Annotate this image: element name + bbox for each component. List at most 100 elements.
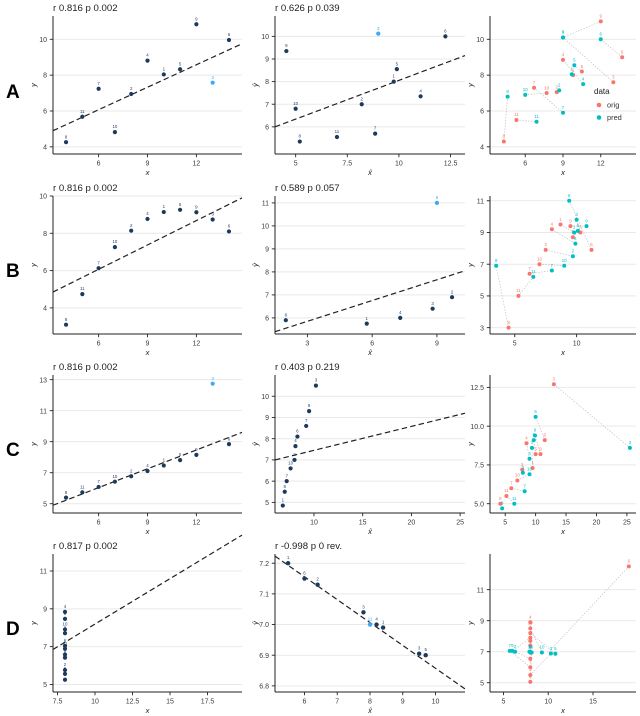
svg-text:11: 11 bbox=[477, 198, 484, 205]
svg-text:x̂: x̂ bbox=[367, 706, 373, 715]
svg-text:5: 5 bbox=[179, 202, 182, 207]
svg-text:11: 11 bbox=[80, 286, 85, 291]
svg-text:4: 4 bbox=[480, 144, 484, 151]
svg-text:11: 11 bbox=[262, 201, 269, 208]
svg-text:10: 10 bbox=[261, 224, 269, 231]
svg-text:6: 6 bbox=[544, 432, 547, 437]
svg-text:7: 7 bbox=[43, 470, 47, 477]
svg-text:10: 10 bbox=[544, 85, 549, 90]
svg-text:10: 10 bbox=[544, 699, 552, 706]
svg-text:11: 11 bbox=[516, 288, 521, 293]
svg-text:x̂: x̂ bbox=[367, 527, 373, 536]
svg-text:9: 9 bbox=[146, 341, 150, 348]
svg-text:15: 15 bbox=[166, 699, 174, 706]
svg-text:6: 6 bbox=[444, 28, 447, 33]
svg-text:12: 12 bbox=[597, 161, 605, 168]
svg-text:10: 10 bbox=[112, 239, 117, 244]
svg-text:6: 6 bbox=[43, 268, 47, 275]
svg-text:1: 1 bbox=[559, 217, 562, 222]
svg-text:ŷ: ŷ bbox=[251, 82, 260, 88]
svg-text:10: 10 bbox=[39, 194, 47, 201]
svg-text:7.0: 7.0 bbox=[259, 622, 269, 629]
svg-text:4: 4 bbox=[43, 144, 47, 151]
svg-text:6: 6 bbox=[568, 193, 571, 198]
svg-text:r 0.589 p 0.057: r 0.589 p 0.057 bbox=[275, 183, 340, 194]
svg-text:9: 9 bbox=[195, 447, 198, 452]
svg-text:10: 10 bbox=[112, 474, 117, 479]
svg-text:2: 2 bbox=[130, 86, 133, 91]
svg-text:10: 10 bbox=[532, 520, 540, 527]
svg-text:1: 1 bbox=[163, 204, 166, 209]
svg-text:12: 12 bbox=[192, 520, 200, 527]
svg-text:3: 3 bbox=[211, 212, 214, 217]
svg-text:5: 5 bbox=[573, 57, 576, 62]
svg-text:5: 5 bbox=[265, 500, 269, 507]
svg-text:10: 10 bbox=[476, 37, 484, 44]
svg-text:10: 10 bbox=[112, 124, 117, 129]
svg-text:11: 11 bbox=[534, 114, 539, 119]
svg-text:11: 11 bbox=[40, 408, 47, 415]
svg-text:9: 9 bbox=[265, 57, 269, 64]
svg-text:10: 10 bbox=[540, 645, 545, 650]
svg-text:9: 9 bbox=[195, 204, 198, 209]
svg-text:4: 4 bbox=[64, 604, 67, 609]
svg-text:5.0: 5.0 bbox=[474, 501, 484, 508]
svg-text:5: 5 bbox=[43, 501, 47, 508]
svg-text:7.5: 7.5 bbox=[474, 463, 484, 470]
svg-text:2: 2 bbox=[558, 83, 561, 88]
svg-text:5: 5 bbox=[513, 341, 517, 348]
svg-text:8: 8 bbox=[265, 79, 269, 86]
svg-text:r 0.816 p 0.002: r 0.816 p 0.002 bbox=[53, 183, 118, 194]
svg-text:y: y bbox=[29, 262, 38, 268]
svg-text:x: x bbox=[560, 348, 566, 357]
svg-text:9: 9 bbox=[480, 618, 484, 625]
svg-text:12.5: 12.5 bbox=[444, 161, 458, 168]
svg-text:9: 9 bbox=[569, 218, 572, 223]
svg-text:10: 10 bbox=[537, 256, 542, 261]
svg-text:y: y bbox=[466, 441, 475, 447]
svg-text:3: 3 bbox=[553, 377, 556, 382]
svg-text:3: 3 bbox=[431, 301, 434, 306]
svg-text:15: 15 bbox=[359, 520, 367, 527]
svg-text:7: 7 bbox=[533, 80, 536, 85]
svg-text:6: 6 bbox=[97, 341, 101, 348]
svg-text:6: 6 bbox=[265, 124, 269, 131]
svg-text:12: 12 bbox=[192, 161, 200, 168]
svg-text:10: 10 bbox=[395, 161, 403, 168]
svg-text:11: 11 bbox=[531, 269, 536, 274]
svg-text:2: 2 bbox=[544, 242, 547, 247]
svg-text:r 0.403 p 0.219: r 0.403 p 0.219 bbox=[275, 362, 340, 373]
svg-text:ŷ: ŷ bbox=[251, 620, 260, 626]
svg-text:10: 10 bbox=[293, 101, 298, 106]
svg-text:9: 9 bbox=[401, 699, 405, 706]
svg-text:4: 4 bbox=[525, 435, 528, 440]
svg-text:4: 4 bbox=[146, 211, 149, 216]
svg-text:2: 2 bbox=[572, 248, 575, 253]
svg-text:6: 6 bbox=[480, 109, 484, 116]
svg-text:7: 7 bbox=[551, 263, 554, 268]
svg-text:9: 9 bbox=[146, 520, 150, 527]
svg-text:4: 4 bbox=[399, 310, 402, 315]
svg-text:7: 7 bbox=[43, 644, 47, 651]
svg-text:9: 9 bbox=[265, 247, 269, 254]
svg-text:3: 3 bbox=[362, 604, 365, 609]
svg-text:6: 6 bbox=[523, 161, 527, 168]
svg-text:6: 6 bbox=[628, 559, 631, 564]
svg-text:2: 2 bbox=[451, 289, 454, 294]
svg-text:4: 4 bbox=[528, 451, 531, 456]
svg-text:4: 4 bbox=[43, 305, 47, 312]
svg-text:2: 2 bbox=[514, 644, 517, 649]
svg-text:5: 5 bbox=[503, 520, 507, 527]
svg-text:9: 9 bbox=[539, 446, 542, 451]
svg-text:5: 5 bbox=[436, 195, 439, 200]
svg-text:11: 11 bbox=[514, 112, 519, 117]
svg-text:1: 1 bbox=[573, 225, 576, 230]
svg-text:10: 10 bbox=[261, 34, 269, 41]
svg-text:9: 9 bbox=[285, 43, 288, 48]
svg-text:11: 11 bbox=[528, 638, 533, 643]
svg-text:y: y bbox=[29, 82, 38, 88]
svg-text:6: 6 bbox=[97, 161, 101, 168]
svg-text:10: 10 bbox=[562, 258, 567, 263]
svg-text:3: 3 bbox=[579, 225, 582, 230]
svg-text:7: 7 bbox=[523, 483, 526, 488]
